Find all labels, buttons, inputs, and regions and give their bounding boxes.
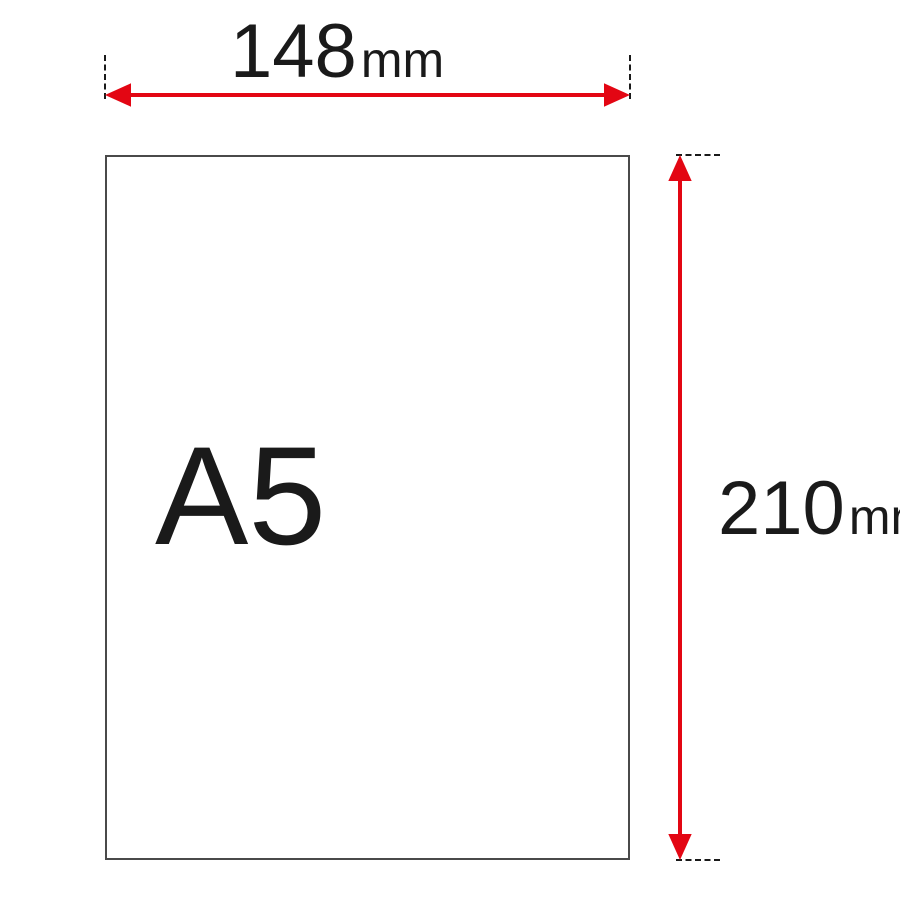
height-value: 210 xyxy=(718,465,845,552)
diagram-canvas: A5 148 mm 210 mm xyxy=(0,0,900,900)
height-dimension-label: 210 mm xyxy=(718,465,900,552)
height-unit: mm xyxy=(849,488,900,546)
height-arrow xyxy=(0,0,900,900)
